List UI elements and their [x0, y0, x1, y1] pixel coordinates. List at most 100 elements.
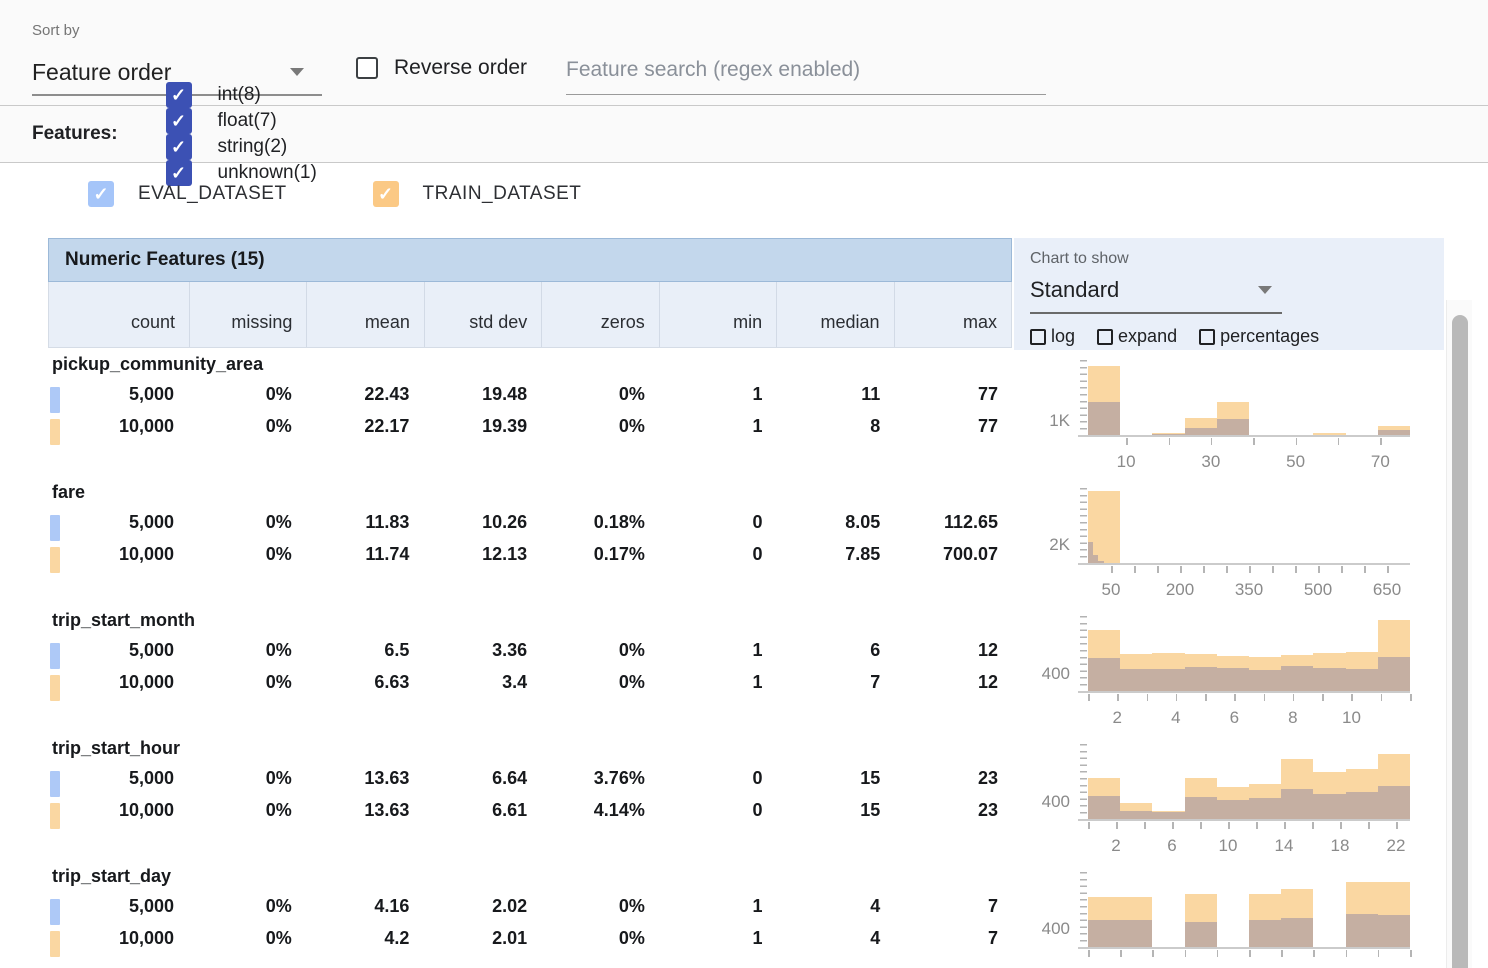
stat-cell: 6.64	[492, 767, 528, 788]
stat-cell: 0	[752, 767, 763, 788]
histogram-plot	[1088, 744, 1410, 820]
stat-cell: 23	[977, 767, 998, 788]
histogram-bar	[1313, 653, 1346, 692]
feature-section: pickup_community_area 5,000 0% 22.43 19.48 0…	[48, 348, 1012, 476]
stat-cell: 6.61	[492, 799, 528, 820]
stat-cell: 0%	[265, 927, 292, 948]
x-axis-tick	[1377, 950, 1380, 957]
stat-cell: 1	[752, 671, 763, 692]
dataset-marker	[50, 386, 60, 413]
histogram-bar	[1152, 668, 1185, 692]
x-axis-tick-label: 4	[1171, 708, 1181, 727]
chart-option-label: expand	[1118, 326, 1178, 346]
x-axis-tick	[1180, 566, 1182, 573]
chart-option-log[interactable]: log	[1030, 326, 1075, 347]
feature-stats-row: 10,000 0% 13.63 6.61 4.14% 0 15 23	[48, 794, 1012, 829]
stat-cell: 6	[870, 639, 881, 660]
reverse-order-label: Reverse order	[394, 56, 528, 79]
stat-cell: 0%	[265, 511, 292, 532]
x-axis-tick-label: 50	[1101, 580, 1121, 599]
stat-cell: 10,000	[48, 416, 188, 445]
x-axis-tick	[1272, 566, 1274, 573]
stat-cell: 3.76%	[593, 767, 645, 788]
x-axis-tick-label: 50	[1286, 452, 1306, 471]
feature-type-filter[interactable]: ✓ string(2)	[165, 134, 317, 160]
histogram-trip_start_day: 400	[1014, 864, 1444, 968]
checkbox-checked-icon: ✓	[165, 82, 192, 108]
histogram-bar	[1345, 651, 1378, 692]
dataset-marker	[50, 546, 60, 573]
chart-option-expand[interactable]: expand	[1097, 326, 1177, 347]
feature-type-filter[interactable]: ✓ unknown(1)	[165, 160, 317, 186]
sort-order-value: Feature order	[32, 59, 172, 85]
histogram-bar	[1281, 888, 1314, 948]
column-header-max: max	[893, 282, 1011, 347]
x-axis-tick	[1088, 822, 1090, 829]
x-axis-tick	[1168, 438, 1170, 445]
numeric-features-table: Numeric Features (15) count missing mean st…	[48, 238, 1012, 968]
stat-cell: 12	[977, 671, 998, 692]
feature-type-filter[interactable]: ✓ int(8)	[165, 82, 317, 108]
histogram-bar	[1184, 653, 1217, 692]
x-axis-tick	[1088, 950, 1090, 957]
feature-stats-row: 5,000 0% 6.5 3.36 0% 1 6 12	[48, 634, 1012, 669]
histogram-bar	[1313, 433, 1346, 436]
feature-stats-row: 10,000 0% 11.74 12.13 0.17% 0 7.85 700.07	[48, 538, 1012, 573]
feature-stats-row: 5,000 0% 13.63 6.64 3.76% 0 15 23	[48, 762, 1012, 797]
stat-cell: 4	[870, 895, 881, 916]
histogram-bar	[1088, 365, 1121, 436]
checkbox-unchecked-icon	[356, 57, 378, 79]
x-axis-tick	[1380, 694, 1383, 701]
stat-cell: 4	[870, 927, 881, 948]
histogram-bar	[1313, 668, 1346, 692]
histogram-bar	[1345, 791, 1378, 820]
checkbox-checked-icon: ✓	[165, 134, 192, 160]
histogram-bar	[1088, 542, 1094, 564]
sort-by-label: Sort by	[32, 22, 80, 39]
histogram-bar	[1088, 490, 1121, 564]
histogram-bar	[1120, 803, 1153, 820]
stat-cell: 0%	[265, 767, 292, 788]
stat-cell: 700.07	[942, 543, 998, 564]
chart-option-percentages[interactable]: percentages	[1199, 326, 1319, 347]
histogram-plot	[1088, 488, 1410, 564]
chart-options: log expand percentages	[1030, 326, 1341, 347]
reverse-order-checkbox[interactable]: Reverse order	[356, 56, 527, 80]
histogram-plot	[1088, 616, 1410, 692]
histogram-bar	[1216, 800, 1249, 820]
x-axis-line	[1078, 563, 1410, 565]
stat-cell: 11	[861, 383, 881, 404]
dataset-marker	[50, 674, 60, 701]
feature-name: pickup_community_area	[52, 354, 264, 374]
histogram-pickup_community_area: 1K 10 30 50 70	[1014, 352, 1444, 480]
y-axis-label: 2K	[1049, 535, 1070, 554]
checkbox-unchecked-icon	[1199, 328, 1216, 345]
chart-type-dropdown[interactable]: Standard	[1030, 274, 1282, 314]
x-axis-tick-label: 6	[1167, 836, 1177, 855]
feature-search-input[interactable]: Feature search (regex enabled)	[566, 50, 1046, 95]
histogram-bar	[1281, 665, 1314, 692]
stat-cell: 19.48	[482, 383, 528, 404]
stat-cell: 4.16	[374, 895, 410, 916]
histogram-bar	[1216, 656, 1249, 692]
histogram-bar	[1120, 919, 1153, 948]
y-axis-label: 400	[1041, 792, 1070, 812]
checkbox-checked-icon: ✓	[165, 108, 192, 134]
dataset-checkbox-eval_dataset[interactable]: ✓ EVAL_DATASET	[88, 181, 287, 207]
dataset-checkbox-train_dataset[interactable]: ✓ TRAIN_DATASET	[372, 181, 582, 207]
x-axis-tick	[1116, 822, 1118, 829]
feature-name: trip_start_month	[52, 610, 196, 630]
x-axis-tick	[1152, 950, 1154, 957]
x-axis-tick-label: 2	[1112, 708, 1122, 727]
feature-type-filter[interactable]: ✓ float(7)	[165, 108, 317, 134]
checkbox-checked-icon: ✓	[372, 181, 399, 207]
scrollbar-thumb[interactable]	[1452, 315, 1468, 968]
x-axis-tick-label: 200	[1165, 580, 1195, 599]
column-header-median: median	[776, 282, 893, 347]
stat-cell: 6.63	[374, 671, 410, 692]
dataset-marker	[50, 802, 60, 829]
x-axis-tick	[1175, 694, 1178, 701]
column-header-mean: mean	[306, 282, 423, 347]
feature-type-filters: ✓ int(8) ✓ float(7) ✓ string(2) ✓ unknown(1)	[165, 82, 369, 186]
